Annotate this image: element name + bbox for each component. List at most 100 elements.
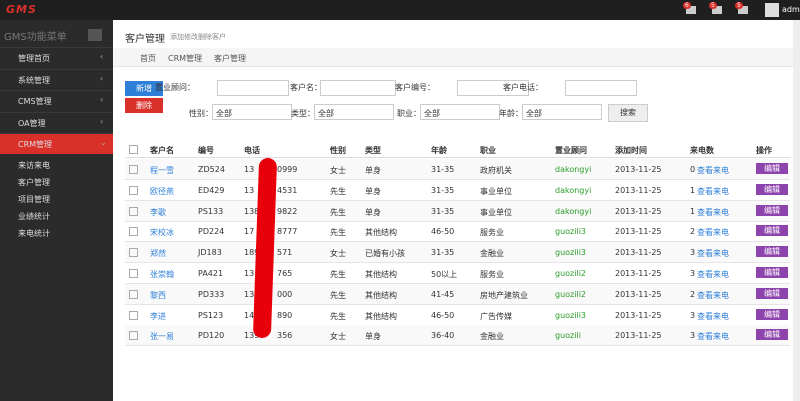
cell: 其他结构 — [365, 290, 397, 300]
select[interactable] — [314, 104, 394, 120]
text-input[interactable] — [320, 80, 396, 96]
agent: dakongyi — [555, 165, 592, 174]
submenu-item[interactable]: 客户管理 — [18, 178, 50, 187]
menu-text[interactable]: CMS管理 — [18, 97, 52, 106]
customer-name[interactable]: 程一雪 — [150, 166, 174, 175]
edit-button[interactable]: 编辑 — [756, 246, 788, 258]
edit-button[interactable]: 编辑 — [756, 225, 788, 237]
phone-suffix: 000 — [277, 289, 293, 299]
view-calls-link[interactable]: 查看来电 — [697, 270, 729, 279]
customer-name[interactable]: 郑然 — [150, 249, 166, 259]
view-calls-link[interactable]: 查看来电 — [697, 228, 729, 238]
table-row — [125, 221, 790, 243]
delete-button[interactable]: 删除 — [125, 98, 163, 113]
checkbox[interactable] — [129, 185, 138, 195]
menu-item[interactable] — [0, 133, 113, 154]
customer-name[interactable]: 宋校冰 — [150, 228, 174, 238]
column-header: 类型 — [365, 146, 381, 155]
select-value[interactable]: 全部 — [424, 109, 440, 118]
menu-text[interactable]: 管理首页 — [18, 54, 50, 63]
edit-button[interactable]: 编辑 — [756, 308, 788, 320]
menu-item[interactable] — [0, 47, 113, 68]
checkbox[interactable] — [129, 206, 138, 216]
checkbox[interactable] — [129, 145, 138, 154]
checkbox[interactable] — [129, 248, 138, 258]
edit-button[interactable]: 编辑 — [756, 267, 788, 278]
call-count: 2 — [690, 289, 696, 299]
text-input[interactable] — [217, 80, 289, 96]
search-button[interactable]: 搜索 — [608, 104, 648, 122]
menu-item[interactable] — [0, 111, 113, 133]
date: 2013-11-25 — [615, 185, 662, 195]
checkbox[interactable] — [129, 227, 138, 237]
cell: 先生 — [330, 270, 346, 279]
sidebar-title: GMS功能菜单 — [4, 32, 67, 43]
select[interactable] — [420, 104, 500, 120]
view-calls-link[interactable]: 查看来电 — [697, 166, 729, 175]
phone-suffix: 356 — [277, 331, 293, 341]
menu-item[interactable] — [0, 68, 113, 90]
select[interactable] — [212, 104, 292, 120]
phone-prefix: 189 — [244, 248, 260, 258]
customer-name[interactable]: 张一易 — [150, 332, 174, 342]
select-value[interactable]: 全部 — [318, 109, 334, 118]
select-label: 年龄： — [499, 109, 523, 118]
agent: guozili — [555, 331, 581, 341]
submenu-item[interactable]: 项目管理 — [18, 195, 50, 204]
select-value[interactable]: 全部 — [216, 109, 232, 118]
logo: GMS — [6, 3, 37, 16]
checkbox[interactable] — [129, 289, 138, 299]
menu-item[interactable] — [0, 90, 113, 111]
submenu-item[interactable]: 来访来电 — [18, 161, 50, 170]
edit-button[interactable]: 编辑 — [756, 183, 788, 195]
menu-arrow: ‹ — [100, 73, 104, 83]
view-calls-link[interactable]: 查看来电 — [697, 311, 729, 321]
customer-name[interactable]: 欧径燕 — [150, 186, 174, 196]
breadcrumb-item[interactable]: 首页 — [140, 54, 156, 63]
date: 2013-11-25 — [615, 165, 662, 174]
checkbox[interactable] — [129, 310, 138, 320]
select-value[interactable]: 全部 — [526, 109, 542, 118]
submenu-item[interactable]: 业绩统计 — [18, 212, 50, 221]
toggle — [88, 29, 102, 41]
edit-button[interactable]: 编辑 — [756, 204, 788, 216]
table-header-line — [125, 157, 790, 158]
view-calls-link[interactable]: 查看来电 — [697, 332, 729, 342]
select[interactable] — [522, 104, 602, 120]
view-calls-link[interactable]: 查看来电 — [697, 207, 729, 217]
menu-text[interactable]: 系统管理 — [18, 75, 50, 85]
user[interactable]: admin — [782, 5, 800, 14]
cell: 其他结构 — [365, 228, 397, 238]
checkbox[interactable] — [129, 165, 138, 174]
customer-id: PS123 — [198, 310, 224, 320]
date: 2013-11-25 — [615, 248, 662, 258]
cell: 房地产建筑业 — [480, 290, 528, 300]
edit-button[interactable]: 编辑 — [756, 329, 788, 341]
column-header: 性别 — [330, 146, 346, 155]
submenu-item[interactable]: 来电统计 — [18, 229, 50, 238]
customer-name[interactable]: 黎西 — [150, 290, 166, 300]
cell: 其他结构 — [365, 311, 397, 321]
menu-text[interactable]: OA管理 — [18, 118, 46, 128]
cell: 先生 — [330, 228, 346, 238]
view-calls-link[interactable]: 查看来电 — [697, 290, 729, 300]
checkbox[interactable] — [129, 269, 138, 278]
add-button[interactable]: 新增 — [125, 81, 163, 96]
customer-name[interactable]: 李歌 — [150, 207, 166, 217]
customer-name[interactable]: 李进 — [150, 311, 166, 321]
edit-button[interactable]: 编辑 — [756, 287, 788, 299]
breadcrumb-item[interactable]: CRM管理 — [168, 54, 203, 63]
badge[interactable]: 6 — [683, 2, 691, 9]
text-input[interactable] — [457, 80, 529, 96]
checkbox[interactable] — [129, 331, 138, 341]
edit-button[interactable]: 编辑 — [756, 163, 788, 174]
menu-text[interactable]: CRM管理 — [18, 140, 53, 149]
view-calls-link[interactable]: 查看来电 — [697, 249, 729, 259]
text-input[interactable] — [565, 80, 637, 96]
filter-label: 客户编号： — [395, 83, 435, 92]
badge[interactable]: 5 — [735, 2, 743, 9]
customer-name[interactable]: 张崇翰 — [150, 270, 174, 279]
view-calls-link[interactable]: 查看来电 — [697, 186, 729, 196]
badge[interactable]: 5 — [709, 2, 717, 9]
column-header: 电话 — [244, 146, 260, 155]
